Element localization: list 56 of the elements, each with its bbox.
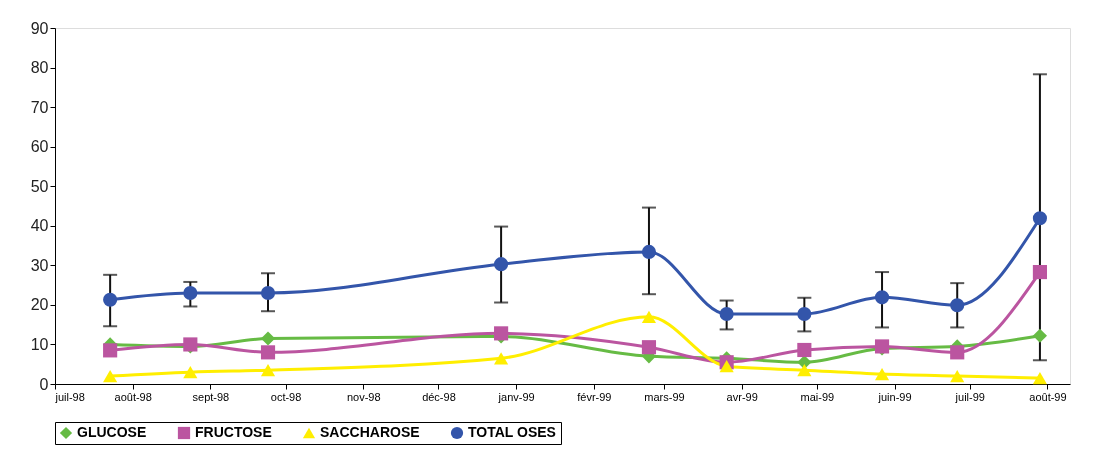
legend-label: FRUCTOSE [195, 424, 272, 440]
point [103, 369, 118, 383]
y-tick-label: 10 [30, 335, 49, 353]
y-tick-label: 30 [30, 256, 49, 274]
point [797, 364, 812, 377]
point [260, 364, 276, 377]
point [494, 257, 509, 272]
point [719, 360, 734, 373]
legend-label: TOTAL OSES [468, 424, 556, 440]
x-tick-label: avr-99 [726, 390, 758, 403]
point [797, 306, 812, 322]
y-tick-label: 80 [30, 59, 49, 77]
y-tick-label: 40 [30, 217, 49, 235]
x-tick-label: janv-99 [497, 390, 535, 403]
point [260, 331, 276, 346]
point [183, 285, 198, 301]
point [1032, 211, 1047, 226]
y-tick-label: 0 [39, 375, 49, 393]
x-tick-label: oct-98 [270, 390, 302, 403]
point [874, 367, 890, 381]
x-tick-label: août-98 [114, 390, 152, 403]
point [641, 244, 657, 259]
legend-label: SACCHAROSE [320, 424, 420, 440]
y-tick-label: 70 [30, 98, 49, 116]
y-tick-label: 50 [30, 177, 49, 195]
y-tick-label: 90 [30, 19, 49, 37]
point [103, 343, 118, 358]
x-tick-label: juin-99 [877, 390, 912, 403]
point [103, 292, 118, 307]
point [874, 290, 890, 305]
x-tick-label: déc-98 [422, 390, 456, 403]
x-tick-label: nov-98 [346, 390, 381, 403]
y-tick-label: 60 [30, 138, 49, 156]
x-tick-label: sept-98 [192, 390, 230, 403]
point [719, 306, 734, 322]
point [1032, 371, 1047, 385]
point [1032, 328, 1047, 343]
point [1032, 264, 1047, 280]
x-tick-label: juil-99 [954, 390, 985, 403]
point [641, 310, 657, 323]
x-tick-label: mars-99 [644, 390, 685, 403]
x-tick-label: juil-98 [54, 390, 85, 403]
point [183, 366, 198, 379]
point [641, 340, 657, 355]
y-tick-label: 20 [30, 296, 49, 314]
point [950, 369, 965, 383]
point [797, 342, 812, 358]
point [494, 352, 509, 365]
point [950, 298, 965, 313]
point [950, 345, 965, 360]
x-tick-label: août-99 [1029, 390, 1067, 403]
point [260, 345, 276, 360]
x-tick-label: mai-99 [800, 390, 835, 403]
point [260, 285, 276, 301]
x-tick-label: févr-99 [577, 390, 612, 403]
legend-label: GLUCOSE [77, 424, 147, 440]
